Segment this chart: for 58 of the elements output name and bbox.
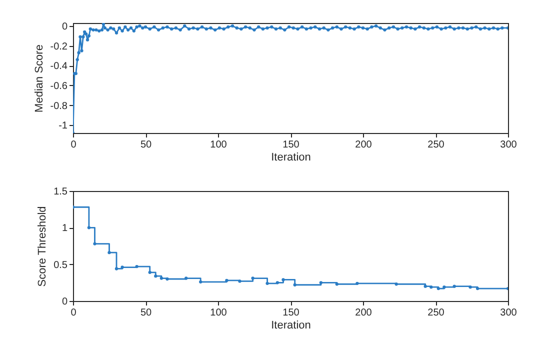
point <box>468 285 472 289</box>
point <box>394 282 398 286</box>
y-axis-title: Median Score <box>33 44 46 112</box>
point <box>430 285 433 289</box>
x-tick-label: 100 <box>210 308 228 318</box>
point <box>238 280 242 283</box>
point <box>424 284 427 288</box>
point <box>476 286 480 290</box>
y-tick-label: 0.5 <box>54 260 68 271</box>
point <box>148 270 152 274</box>
x-tick-label: 200 <box>355 140 372 150</box>
x-tick-label: 300 <box>500 140 518 150</box>
x-tick-label: 0 <box>70 308 77 318</box>
point <box>199 280 202 284</box>
y-tick-label: 1.5 <box>54 186 68 198</box>
y-axis-title: Score Threshold <box>36 206 49 287</box>
point <box>93 242 96 246</box>
point <box>319 281 323 284</box>
point <box>452 284 456 288</box>
point <box>251 276 254 280</box>
point <box>160 276 164 280</box>
point <box>436 286 440 290</box>
point <box>282 278 285 282</box>
x-axis-title: Iteration <box>271 320 311 332</box>
point <box>184 276 188 280</box>
point <box>120 266 124 269</box>
point <box>266 282 269 285</box>
x-axis-title: Iteration <box>271 152 311 164</box>
x-tick-label: 150 <box>282 140 300 150</box>
x-tick-label: 50 <box>140 308 152 318</box>
x-tick-label: 300 <box>500 308 518 318</box>
x-tick-label: 150 <box>282 308 300 318</box>
y-tick-label: -0.8 <box>50 100 68 112</box>
point <box>442 285 446 289</box>
y-tick-label: 0 <box>62 21 68 32</box>
point <box>166 277 169 281</box>
point <box>276 281 280 284</box>
y-tick-label: -0.4 <box>50 61 68 72</box>
point <box>87 226 91 230</box>
y-tick-label: -0.2 <box>50 41 68 52</box>
point <box>154 274 158 278</box>
x-tick-label: 100 <box>210 140 228 150</box>
point <box>293 283 296 286</box>
point <box>114 267 118 270</box>
x-tick-label: 250 <box>428 308 445 318</box>
y-tick-label: 1 <box>62 223 68 234</box>
point <box>108 251 111 254</box>
x-tick-label: 250 <box>428 140 445 150</box>
x-tick-label: 0 <box>70 140 77 150</box>
point <box>335 282 338 286</box>
y-tick-label: -1 <box>58 120 68 132</box>
point <box>135 264 138 268</box>
point <box>356 282 359 285</box>
x-tick-label: 50 <box>140 140 152 150</box>
y-tick-label: 0 <box>62 296 68 308</box>
y-tick-label: -0.6 <box>50 80 68 92</box>
x-tick-label: 200 <box>355 308 372 318</box>
point <box>225 278 228 282</box>
